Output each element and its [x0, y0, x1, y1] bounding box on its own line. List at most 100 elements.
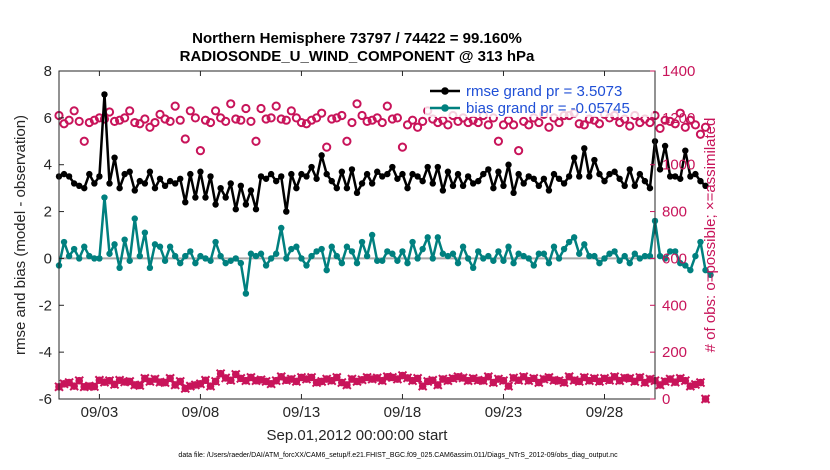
bias-point [374, 257, 381, 264]
rmse-point [677, 175, 684, 182]
possible-point [205, 117, 216, 128]
possible-point [675, 108, 685, 118]
possible-point [372, 113, 382, 123]
rmse-point [389, 163, 396, 171]
bias-point [126, 257, 133, 264]
possible-point [125, 106, 135, 116]
bias-point [252, 252, 260, 260]
rmse-point [409, 170, 416, 178]
possible-point [180, 134, 190, 144]
bias-point [631, 250, 638, 257]
left-tick-label: 4 [44, 157, 52, 174]
bias-point [429, 255, 436, 262]
right-axis-label: # of obs: o=possible; ×=assimilated [702, 118, 719, 353]
assimilated-cross [695, 377, 706, 388]
bias-point [636, 255, 644, 262]
rmse-point [126, 168, 133, 175]
bias-point [525, 255, 532, 262]
rmse-point [348, 166, 356, 173]
bias-point [550, 243, 558, 250]
possible-point [357, 110, 367, 121]
bias-point [70, 245, 78, 253]
rmse-point [616, 175, 623, 182]
rmse-point [353, 189, 361, 197]
bias-point [581, 241, 588, 248]
rmse-point [358, 180, 366, 187]
bias-point [267, 255, 275, 262]
possible-point [69, 106, 79, 116]
rmse-point [510, 189, 517, 197]
left-tick-label: -6 [39, 391, 52, 408]
bias-point [237, 259, 245, 267]
left-tick-label: 2 [44, 204, 52, 221]
rmse-point [464, 173, 472, 180]
bias-point [96, 255, 103, 262]
bias-point [161, 257, 169, 264]
bias-point [111, 241, 118, 248]
bias-point [222, 259, 229, 267]
bias-point [308, 252, 315, 260]
rmse-point [111, 154, 118, 161]
bias-point [177, 259, 184, 267]
possible-point [508, 120, 519, 130]
possible-point [221, 116, 231, 126]
bias-point [166, 243, 174, 250]
bias-point [540, 250, 548, 257]
bias-point [313, 248, 320, 255]
possible-point [281, 115, 291, 125]
possible-point [695, 129, 706, 139]
possible-point [150, 117, 160, 128]
possible-point [286, 106, 296, 116]
right-tick-label: 600 [662, 250, 687, 267]
right-axis: 0 200 400 600 800 1000 1200 1400 [650, 63, 695, 408]
x-tick-label: 09/23 [485, 404, 523, 421]
rmse-point [368, 180, 376, 187]
bias-point [495, 248, 502, 255]
rmse-point [298, 170, 305, 178]
possible-point [109, 116, 120, 126]
bias-point [646, 252, 654, 260]
rmse-point [121, 170, 128, 178]
bias-point [444, 252, 452, 260]
rmse-point [91, 180, 98, 187]
bias-point [303, 262, 310, 269]
rmse-point [414, 173, 421, 180]
rmse-point [65, 173, 73, 180]
bias-point [202, 255, 209, 262]
left-tick-label: 0 [44, 250, 52, 267]
rmse-point [227, 180, 234, 187]
rmse-point [500, 182, 507, 189]
rmse-point [545, 187, 553, 194]
possible-point [64, 115, 74, 125]
rmse-point [232, 206, 239, 213]
assimilated-cross [503, 381, 514, 391]
possible-point [130, 117, 140, 128]
rmse-point [323, 170, 330, 178]
rmse-point [515, 170, 522, 178]
bias-point [272, 250, 280, 257]
rmse-point [177, 175, 184, 182]
bias-point [283, 255, 290, 262]
bias-point [348, 248, 356, 255]
possible-point [473, 117, 483, 128]
bias-point [682, 262, 689, 269]
rmse-point [182, 199, 189, 206]
bias-point [454, 259, 462, 267]
bias-point [141, 229, 149, 236]
rmse-point [530, 175, 537, 182]
right-tick-label: 800 [662, 204, 687, 221]
possible-point [311, 113, 322, 123]
bias-point [86, 252, 93, 260]
bias-point [621, 252, 628, 260]
possible-point [190, 113, 200, 123]
right-tick-label: 400 [662, 297, 687, 314]
bias-point [353, 259, 361, 267]
bias-point [318, 245, 325, 253]
bias-point [171, 252, 179, 260]
bias-point [475, 248, 482, 255]
bias-point [192, 259, 199, 267]
right-tick-label: 0 [662, 391, 670, 408]
footer-data-file: data file: /Users/raeder/DAI/ATM_forcXX/… [178, 452, 618, 459]
bias-point [480, 255, 487, 262]
bias-point [570, 234, 578, 241]
